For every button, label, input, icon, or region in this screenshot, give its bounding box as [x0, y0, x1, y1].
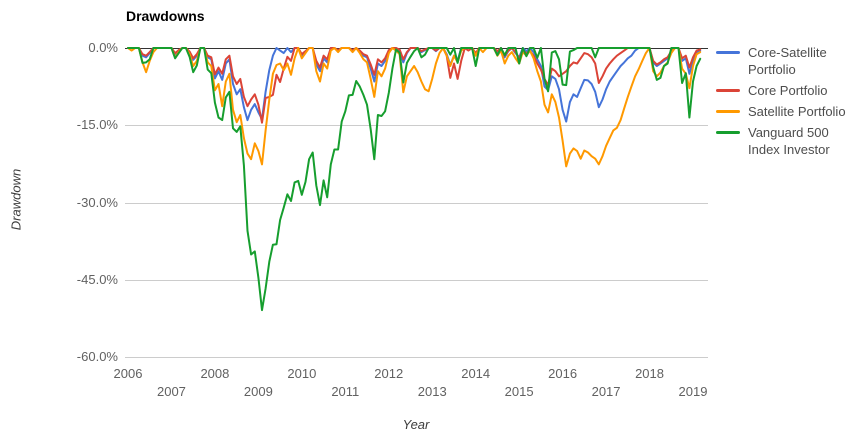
- x-tick-label: 2017: [591, 384, 621, 399]
- y-tick-label: -30.0%: [76, 194, 118, 210]
- legend-item: Satellite Portfolio: [716, 103, 858, 120]
- x-tick-label: 2009: [243, 384, 273, 399]
- x-tick-label: 2007: [156, 384, 186, 399]
- legend-item: Vanguard 500 Index Investor: [716, 124, 858, 158]
- legend-item: Core Portfolio: [716, 82, 858, 99]
- x-tick-label: 2014: [461, 366, 491, 381]
- legend-label: Core Portfolio: [748, 83, 828, 98]
- x-axis-title: Year: [402, 417, 430, 432]
- legend-swatch: [716, 51, 740, 54]
- y-tick-label: -60.0%: [76, 349, 118, 364]
- legend-swatch: [716, 110, 740, 113]
- series-line-satellite-portfolio: [127, 47, 702, 168]
- x-tick-label: 2011: [331, 384, 360, 399]
- legend: Core-Satellite Portfolio Core Portfolio Sa…: [716, 44, 858, 158]
- legend-swatch: [716, 89, 740, 92]
- y-tick-label: -45.0%: [76, 271, 118, 287]
- x-tick-label: 2012: [374, 366, 404, 381]
- x-tick-label: 2006: [113, 366, 143, 381]
- legend-item: Core-Satellite Portfolio: [716, 44, 858, 78]
- x-tick-label: 2008: [200, 366, 230, 381]
- legend-swatch: [716, 131, 740, 134]
- legend-label: Core-Satellite Portfolio: [748, 45, 827, 77]
- legend-label: Satellite Portfolio: [748, 104, 846, 119]
- y-tick-label: 0.0%: [88, 40, 118, 55]
- series-line-vanguard-500-index-investor: [127, 47, 702, 312]
- x-tick-label: 2010: [287, 366, 317, 381]
- x-tick-label: 2019: [678, 384, 708, 399]
- chart-title: Drawdowns: [126, 8, 205, 24]
- legend-label: Vanguard 500 Index Investor: [748, 125, 830, 157]
- x-tick-label: 2015: [504, 384, 534, 399]
- x-tick-label: 2013: [417, 384, 447, 399]
- y-tick-label: -15.0%: [76, 117, 118, 133]
- x-tick-label: 2018: [635, 366, 664, 381]
- x-tick-label: 2016: [548, 366, 578, 381]
- series-line-core-portfolio: [127, 47, 702, 124]
